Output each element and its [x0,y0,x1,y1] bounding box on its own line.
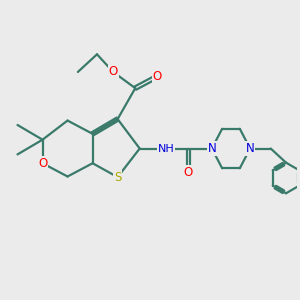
Text: O: O [38,157,47,170]
Text: S: S [114,171,121,184]
Text: N: N [246,142,254,155]
Text: O: O [109,65,118,79]
Text: N: N [208,142,216,155]
Text: NH: NH [158,143,175,154]
Text: O: O [153,70,162,83]
Text: O: O [184,166,193,178]
